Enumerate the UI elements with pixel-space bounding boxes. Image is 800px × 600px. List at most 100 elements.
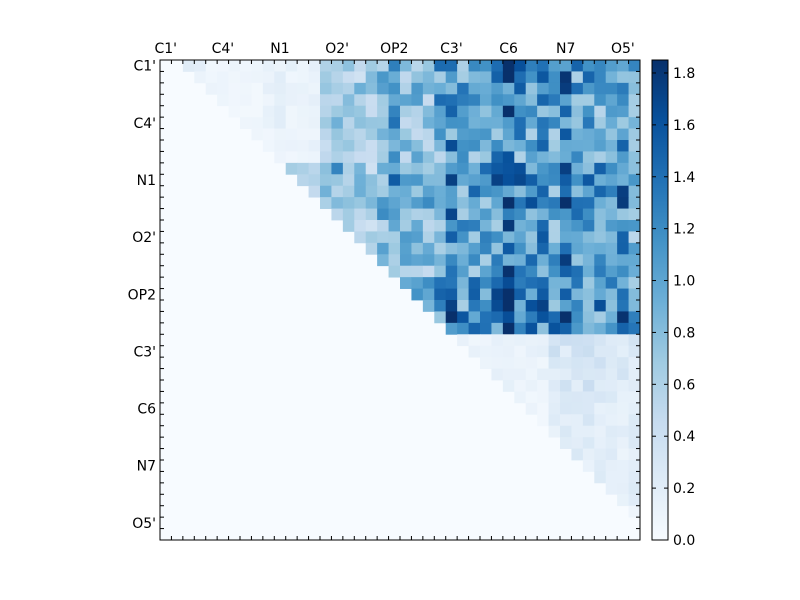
heatmap-cell bbox=[548, 300, 561, 312]
heatmap-cell bbox=[548, 368, 561, 381]
heatmap-cell bbox=[571, 300, 584, 312]
heatmap-cell bbox=[480, 345, 492, 358]
row-tick-label: C6 bbox=[137, 402, 156, 418]
heatmap-cell bbox=[308, 128, 321, 141]
heatmap-cell bbox=[422, 231, 435, 244]
heatmap-cell bbox=[365, 242, 378, 255]
heatmap-cell bbox=[571, 311, 584, 324]
heatmap-cell bbox=[251, 82, 264, 95]
heatmap-cell bbox=[605, 425, 618, 438]
heatmap-cell bbox=[594, 60, 607, 72]
heatmap-cell bbox=[342, 117, 355, 129]
heatmap-cell bbox=[594, 265, 607, 278]
heatmap-cell bbox=[468, 151, 481, 164]
heatmap-cell bbox=[617, 334, 629, 347]
heatmap-cell bbox=[491, 162, 504, 175]
heatmap-cell bbox=[285, 128, 298, 141]
heatmap-cell bbox=[605, 368, 618, 381]
heatmap-cell bbox=[445, 151, 458, 164]
heatmap-cell bbox=[434, 277, 447, 289]
heatmap-cell bbox=[537, 94, 549, 107]
heatmap-cell bbox=[297, 140, 309, 152]
heatmap-cell bbox=[297, 117, 309, 129]
heatmap-cell bbox=[617, 82, 629, 95]
heatmap-cell bbox=[594, 254, 607, 267]
heatmap-cell bbox=[628, 391, 641, 404]
heatmap-cell bbox=[502, 288, 515, 301]
heatmap-cell bbox=[354, 128, 367, 141]
heatmap-cell bbox=[468, 140, 481, 152]
heatmap-cell bbox=[468, 82, 481, 95]
heatmap-cell bbox=[308, 174, 321, 187]
heatmap-cell bbox=[468, 128, 481, 141]
heatmap-cell bbox=[422, 151, 435, 164]
heatmap-cell bbox=[354, 208, 367, 221]
heatmap-cell bbox=[468, 231, 481, 244]
heatmap-cell bbox=[297, 82, 309, 95]
heatmap-cell bbox=[342, 105, 355, 118]
colorbar-tick-label: 1.6 bbox=[673, 118, 695, 134]
heatmap-cell bbox=[548, 425, 561, 438]
heatmap-cell bbox=[377, 105, 389, 118]
heatmap-cell bbox=[537, 288, 549, 301]
heatmap-cell bbox=[525, 197, 538, 209]
heatmap-cell bbox=[605, 60, 618, 72]
heatmap-cell bbox=[560, 197, 572, 209]
heatmap-cell bbox=[342, 140, 355, 152]
heatmap-cell bbox=[491, 288, 504, 301]
heatmap-cell bbox=[308, 185, 321, 198]
heatmap-cell bbox=[628, 277, 641, 289]
heatmap-cell bbox=[571, 140, 584, 152]
heatmap-axis-ticks bbox=[159, 59, 641, 541]
heatmap-cell bbox=[388, 174, 401, 187]
heatmap-cell bbox=[605, 242, 618, 255]
heatmap-cell bbox=[388, 94, 401, 107]
heatmap-cell bbox=[342, 174, 355, 187]
row-tick-labels: C1' C4' N1 O2' OP2 C3' C6 N7 O5' bbox=[128, 59, 156, 532]
heatmap-cell bbox=[582, 391, 595, 404]
heatmap-cell bbox=[331, 151, 344, 164]
heatmap-cell bbox=[628, 322, 641, 335]
heatmap-cell bbox=[605, 334, 618, 347]
heatmap-cell bbox=[320, 140, 332, 152]
heatmap-cell bbox=[400, 94, 412, 107]
heatmap-cell bbox=[240, 60, 252, 72]
heatmap-cell bbox=[594, 345, 607, 358]
heatmap-cell bbox=[594, 471, 607, 484]
column-tick-label: C6 bbox=[499, 41, 518, 57]
heatmap-cell bbox=[331, 162, 344, 175]
heatmap-cell bbox=[365, 208, 378, 221]
heatmap-cell bbox=[491, 242, 504, 255]
heatmap-cell bbox=[240, 94, 252, 107]
heatmap-cell bbox=[605, 345, 618, 358]
heatmap-cell bbox=[605, 265, 618, 278]
heatmap-cell bbox=[502, 174, 515, 187]
heatmap-cell bbox=[434, 94, 447, 107]
heatmap-cell bbox=[308, 82, 321, 95]
heatmap-cell bbox=[571, 220, 584, 232]
heatmap-cell bbox=[320, 105, 332, 118]
heatmap-cell bbox=[377, 151, 389, 164]
heatmap-cell bbox=[445, 174, 458, 187]
column-tick-label: N1 bbox=[270, 41, 289, 57]
heatmap-cell bbox=[445, 117, 458, 129]
heatmap-cell bbox=[388, 117, 401, 129]
heatmap-cell bbox=[548, 71, 561, 84]
heatmap-cell bbox=[285, 140, 298, 152]
heatmap-cell bbox=[582, 368, 595, 381]
heatmap-cell bbox=[365, 220, 378, 232]
column-tick-label: C3' bbox=[440, 41, 463, 57]
heatmap-cell bbox=[594, 220, 607, 232]
heatmap-cell bbox=[571, 448, 584, 461]
heatmap-cell bbox=[480, 162, 492, 175]
heatmap-cell bbox=[537, 322, 549, 335]
heatmap-cell bbox=[457, 265, 469, 278]
heatmap-cell bbox=[537, 345, 549, 358]
heatmap-cell bbox=[605, 254, 618, 267]
heatmap-cell bbox=[457, 60, 469, 72]
heatmap-cell bbox=[617, 242, 629, 255]
heatmap-cell bbox=[377, 94, 389, 107]
heatmap-cell bbox=[514, 117, 527, 129]
column-tick-label: C4' bbox=[212, 41, 235, 57]
heatmap-cell bbox=[240, 105, 252, 118]
